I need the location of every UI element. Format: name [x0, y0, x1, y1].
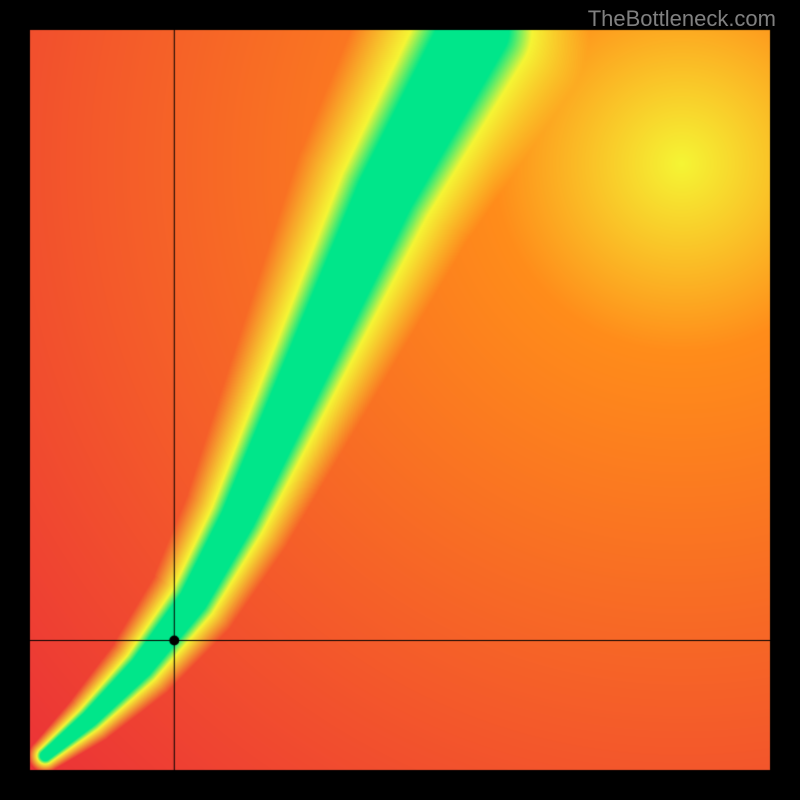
- watermark-text: TheBottleneck.com: [588, 6, 776, 32]
- heatmap-canvas: [0, 0, 800, 800]
- chart-container: TheBottleneck.com: [0, 0, 800, 800]
